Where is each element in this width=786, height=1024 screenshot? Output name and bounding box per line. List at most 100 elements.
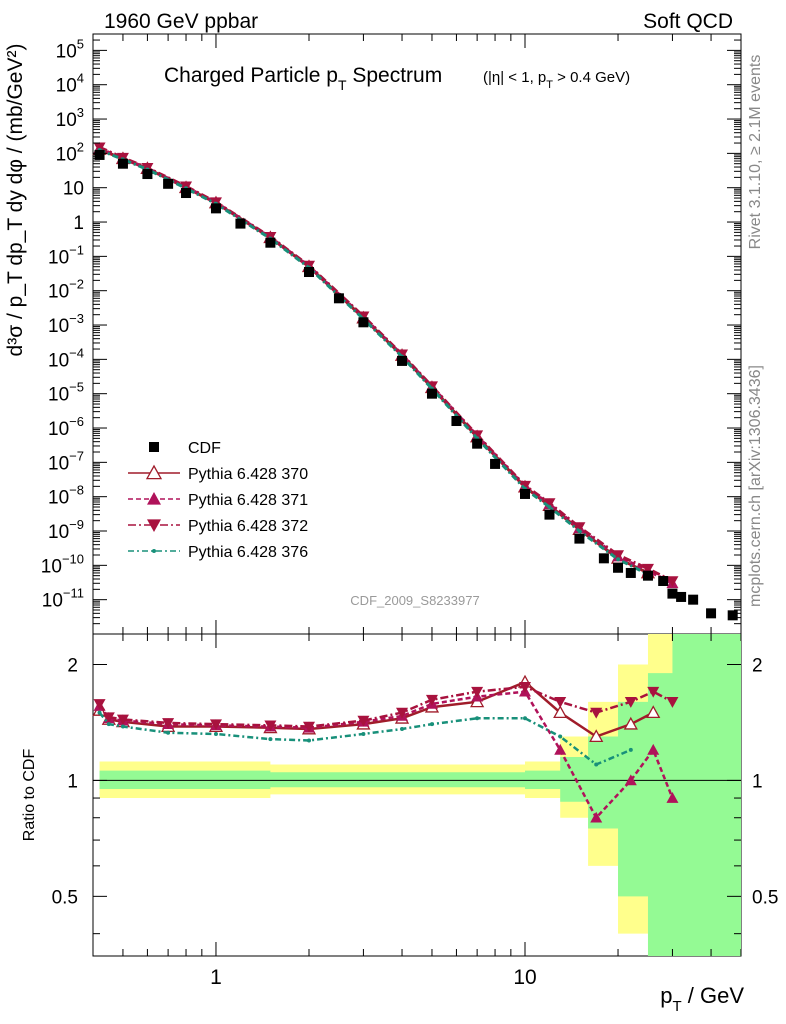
data-point <box>209 719 222 731</box>
data-point <box>162 718 175 729</box>
data-point <box>573 522 586 534</box>
y-tick-label: 10−9 <box>48 517 84 543</box>
data-point <box>181 188 192 199</box>
data-point <box>558 734 563 739</box>
series-line <box>98 146 674 585</box>
ratio-series-layer <box>92 674 679 823</box>
y-tick-label: 10−5 <box>48 380 84 406</box>
ratio-y-tick-label: 1 <box>67 771 78 792</box>
y-tick-label: 10 <box>63 179 84 200</box>
data-point <box>429 722 434 727</box>
data-point <box>706 608 717 619</box>
data-point <box>574 533 585 544</box>
data-point <box>145 464 163 480</box>
legend-label: Pythia 6.428 371 <box>188 492 308 509</box>
ratio-y-tick-label: 0.5 <box>52 887 78 908</box>
header-left-label: 1960 GeV ppbar <box>104 10 258 33</box>
data-point <box>646 705 661 719</box>
data-point <box>554 697 567 708</box>
main-series-layer <box>92 142 738 621</box>
main-chart-title: Charged Particle pT Spectrum <box>164 64 442 93</box>
data-point <box>612 550 625 562</box>
data-point <box>147 519 161 532</box>
mcplots-label: mcplots.cern.ch [arXiv:1306.3436] <box>747 365 764 607</box>
data-point <box>213 731 218 736</box>
data-point <box>625 567 636 578</box>
data-point <box>577 529 582 534</box>
data-point <box>628 747 633 752</box>
data-point <box>543 498 556 510</box>
main-y-axis-label: d³σ / p_T dp_T dy dφ / (mb/GeV²) <box>4 44 27 357</box>
data-point <box>472 438 483 449</box>
legend-label: Pythia 6.428 370 <box>188 466 308 483</box>
data-point <box>120 724 125 729</box>
data-point <box>166 730 171 735</box>
data-point <box>117 158 128 169</box>
data-point <box>519 480 531 492</box>
analysis-watermark: CDF_2009_S8233977 <box>350 593 479 608</box>
data-point <box>361 731 366 736</box>
data-point <box>598 553 609 564</box>
data-point <box>590 811 603 823</box>
data-point <box>307 738 311 743</box>
data-point <box>235 218 246 229</box>
ratio-x-ticks: 1 10 <box>92 634 742 989</box>
y-tick-label: 10−6 <box>48 414 84 440</box>
data-point <box>688 594 699 605</box>
data-point <box>451 416 462 427</box>
data-point <box>357 715 370 727</box>
data-point <box>589 729 604 742</box>
data-point <box>616 557 621 562</box>
ratio-y-tick-label-right: 1 <box>752 771 763 792</box>
data-point <box>400 726 405 731</box>
data-point <box>304 267 314 278</box>
data-point <box>333 293 344 304</box>
y-tick-label: 102 <box>56 139 84 165</box>
data-point <box>97 710 102 715</box>
data-point <box>397 355 408 366</box>
y-tick-label: 10−1 <box>48 242 84 268</box>
data-point <box>163 178 174 189</box>
y-tick-label: 10−7 <box>48 448 84 474</box>
data-point <box>667 588 678 599</box>
data-point <box>658 575 669 586</box>
data-point <box>264 720 277 732</box>
x-tick-label: 10 <box>513 966 536 989</box>
data-point <box>471 430 484 442</box>
ratio-y-axis-label: Ratio to CDF <box>21 749 38 842</box>
data-point <box>613 562 624 573</box>
data-point <box>642 570 653 581</box>
legend: CDF Pythia 6.428 370 Pythia 6.428 371 Pythi… <box>128 440 308 561</box>
data-point <box>93 142 106 154</box>
ratio-y-ticks: 2 2 1 1 0.5 0.5 <box>52 655 778 935</box>
main-x-ticks <box>92 34 742 634</box>
data-point <box>647 743 660 755</box>
data-point <box>727 610 738 621</box>
data-point <box>624 697 637 708</box>
y-tick-label: 103 <box>56 105 84 131</box>
y-tick-label: 104 <box>56 71 84 97</box>
data-point <box>106 722 111 727</box>
y-tick-label: 10−11 <box>42 586 84 612</box>
data-point <box>358 317 369 328</box>
ratio-y-tick-label-right: 2 <box>752 655 763 676</box>
data-point <box>554 743 567 755</box>
y-tick-label: 10−10 <box>41 551 84 577</box>
data-point <box>102 712 115 724</box>
data-point <box>676 591 687 602</box>
ratio-bands <box>99 634 742 956</box>
main-chart-cut: (|η| < 1, pT > 0.4 GeV) <box>483 69 630 91</box>
legend-label: Pythia 6.428 372 <box>188 518 308 535</box>
ratio-panel: 2 2 1 1 0.5 0.5 1 10 Ratio to CDF pT / GeV <box>21 633 778 1015</box>
data-point <box>425 694 438 706</box>
y-tick-label: 10−3 <box>48 311 84 337</box>
y-tick-label: 105 <box>56 36 84 62</box>
series-line <box>98 145 674 583</box>
data-point <box>666 792 679 803</box>
data-point <box>624 774 637 786</box>
series-line <box>98 148 649 575</box>
data-point <box>265 237 276 248</box>
ratio-y-tick-label: 2 <box>67 655 78 676</box>
data-point <box>396 707 409 719</box>
uncertainty-band-inner <box>99 634 742 956</box>
